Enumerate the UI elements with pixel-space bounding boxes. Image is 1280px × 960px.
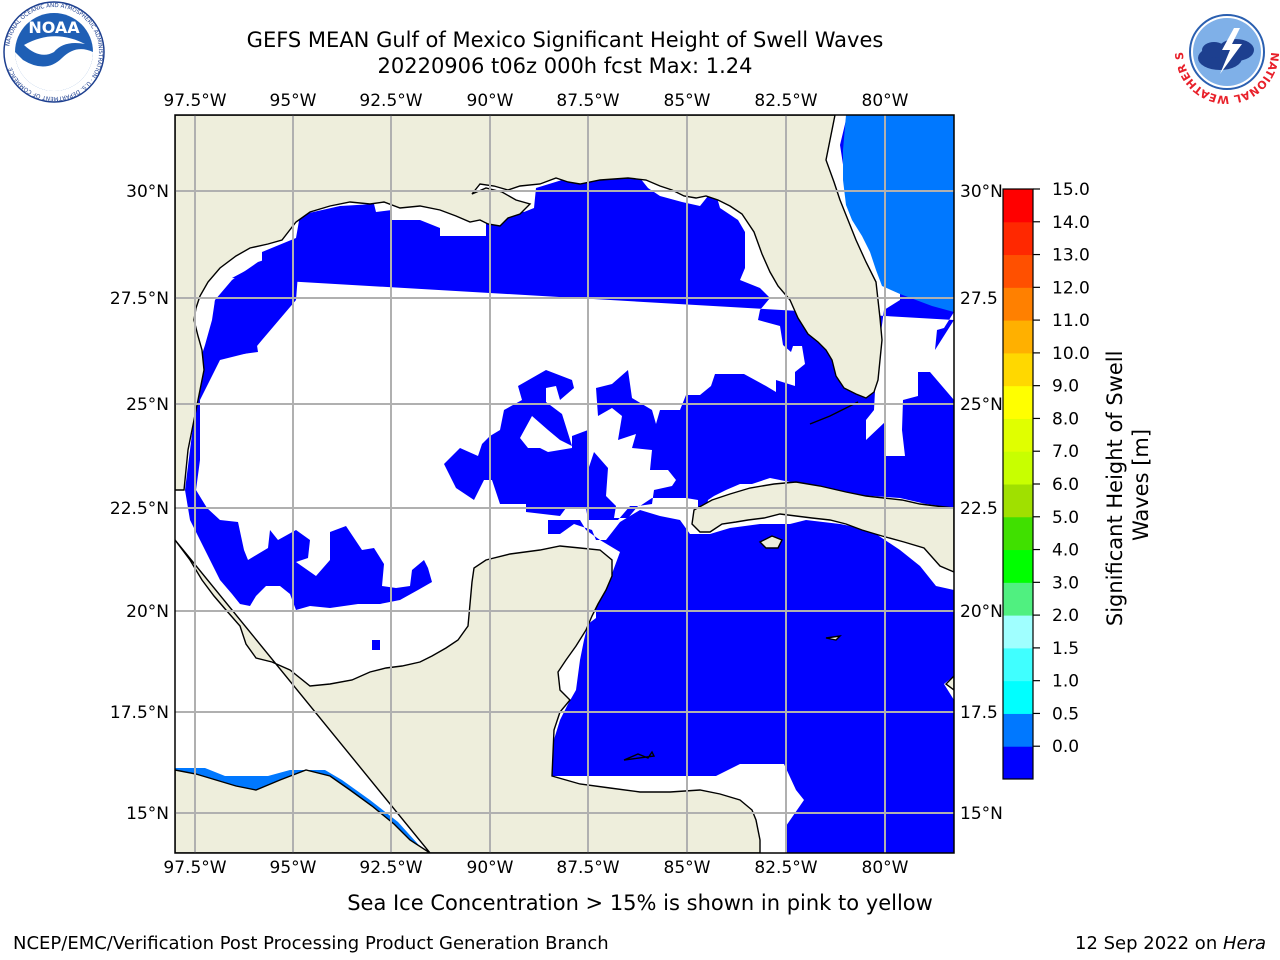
colorbar-tick-label: 1.0 (1052, 672, 1079, 692)
lat-label-right: 27.5 (960, 289, 998, 309)
colorbar-segment (1003, 320, 1033, 354)
colorbar-segment (1003, 385, 1033, 419)
colorbar-segment (1003, 680, 1033, 714)
lat-label-left: 30°N (126, 182, 169, 202)
footer-date: 12 Sep 2022 on Hera (1075, 933, 1266, 954)
lat-label-right: 15°N (960, 804, 1003, 824)
colorbar-tick-label: 4.0 (1052, 541, 1079, 561)
lat-label-right: 20°N (960, 602, 1003, 622)
colorbar-segment (1003, 484, 1033, 518)
colorbar-tick-label: 8.0 (1052, 409, 1079, 429)
map-frame (174, 114, 955, 854)
colorbar-tick-label: 14.0 (1052, 213, 1090, 233)
colorbar-segment (1003, 713, 1033, 747)
map-subtitle: 20220906 t06z 000h fcst Max: 1.24 (377, 54, 753, 78)
lon-label-top: 80°W (862, 91, 909, 111)
colorbar-segment (1003, 746, 1033, 780)
lon-label-top: 90°W (467, 91, 514, 111)
lat-label-left: 25°N (126, 395, 169, 415)
colorbar-segment (1003, 516, 1033, 551)
colorbar-tick-label: 3.0 (1052, 573, 1079, 593)
footer-credit: NCEP/EMC/Verification Post Processing Pr… (13, 933, 609, 954)
colorbar-segment (1003, 451, 1033, 485)
lon-label-top: 85°W (664, 91, 711, 111)
colorbar-segment (1003, 189, 1033, 223)
colorbar-segment (1003, 221, 1033, 256)
footer-host: Hera (1222, 933, 1266, 954)
lon-label-top: 87.5°W (556, 91, 619, 111)
colorbar-tick-label: 5.0 (1052, 508, 1079, 528)
lat-label-left: 20°N (126, 602, 169, 622)
lon-label-bottom: 95°W (270, 858, 317, 878)
latitude-labels-left: 30°N 27.5°N 25°N 22.5°N 20°N 17.5°N 15°N (110, 182, 169, 824)
colorbar-tick-label: 13.0 (1052, 246, 1090, 266)
lat-label-right: 30°N (960, 182, 1003, 202)
colorbar-segment (1003, 647, 1033, 682)
lat-label-right: 25°N (960, 395, 1003, 415)
lat-label-left: 15°N (126, 804, 169, 824)
lat-label-right: 22.5 (960, 499, 998, 519)
colorbar-tick-label: 15.0 (1052, 180, 1090, 200)
colorbar-segment (1003, 582, 1033, 616)
lat-label-right: 17.5 (960, 703, 998, 723)
lat-label-left: 22.5°N (110, 499, 169, 519)
lon-label-bottom: 82.5°W (754, 858, 817, 878)
graticule (175, 115, 954, 853)
colorbar-segment (1003, 418, 1033, 452)
lon-label-top: 97.5°W (163, 91, 226, 111)
colorbar-tick-label: 6.0 (1052, 475, 1079, 495)
lon-label-top: 92.5°W (359, 91, 422, 111)
lon-label-top: 82.5°W (754, 91, 817, 111)
noaa-logo-icon: NOAA NATIONAL OCEANIC AND ATMOSPHERIC AD… (3, 1, 105, 103)
colorbar-tick-label: 10.0 (1052, 344, 1090, 364)
colorbar-segment (1003, 287, 1033, 321)
colorbar-tick-label: 0.5 (1052, 704, 1079, 724)
land (175, 115, 954, 853)
colorbar-segment (1003, 352, 1033, 387)
noaa-logo-text: NOAA (28, 18, 80, 37)
map-title: GEFS MEAN Gulf of Mexico Significant Hei… (246, 28, 884, 52)
lat-label-left: 27.5°N (110, 289, 169, 309)
colorbar (1003, 189, 1033, 780)
latitude-labels-right: 30°N 27.5 25°N 22.5 20°N 17.5 15°N (960, 182, 1003, 824)
lon-label-top: 95°W (270, 91, 317, 111)
colorbar-tick-label: 11.0 (1052, 311, 1090, 331)
longitude-labels-top: 97.5°W 95°W 92.5°W 90°W 87.5°W 85°W 82.5°W 80°W (163, 91, 908, 111)
colorbar-segment (1003, 549, 1033, 583)
lon-label-bottom: 87.5°W (556, 858, 619, 878)
lon-label-bottom: 92.5°W (359, 858, 422, 878)
longitude-labels-bottom: 97.5°W 95°W 92.5°W 90°W 87.5°W 85°W 82.5°W 80°W (163, 858, 908, 878)
lon-label-bottom: 90°W (467, 858, 514, 878)
lon-label-bottom: 85°W (664, 858, 711, 878)
colorbar-tick-label: 12.0 (1052, 278, 1090, 298)
caption: Sea Ice Concentration > 15% is shown in … (347, 891, 933, 915)
lon-label-bottom: 80°W (862, 858, 909, 878)
colorbar-tick-label: 2.0 (1052, 606, 1079, 626)
colorbar-tick-label: 1.5 (1052, 639, 1079, 659)
colorbar-segment (1003, 254, 1033, 288)
colorbar-segment (1003, 615, 1033, 649)
colorbar-tick-label: 9.0 (1052, 377, 1079, 397)
colorbar-ticks: 15.0 14.0 13.0 12.0 11.0 10.0 9.0 8.0 7.0 6.0 5.0 4… (1033, 180, 1090, 757)
lon-label-bottom: 97.5°W (163, 858, 226, 878)
nws-logo-icon: NATIONAL WEATHER SERVICE (1174, 0, 1280, 104)
swell-field-0-0.5 (185, 115, 954, 853)
colorbar-label: Significant Height of Swell Waves [m] (1103, 344, 1153, 626)
lat-label-left: 17.5°N (110, 703, 169, 723)
colorbar-tick-label: 7.0 (1052, 442, 1079, 462)
map-area (175, 115, 954, 853)
footer-date-text: 12 Sep 2022 on (1075, 933, 1223, 954)
colorbar-tick-label: 0.0 (1052, 737, 1079, 757)
